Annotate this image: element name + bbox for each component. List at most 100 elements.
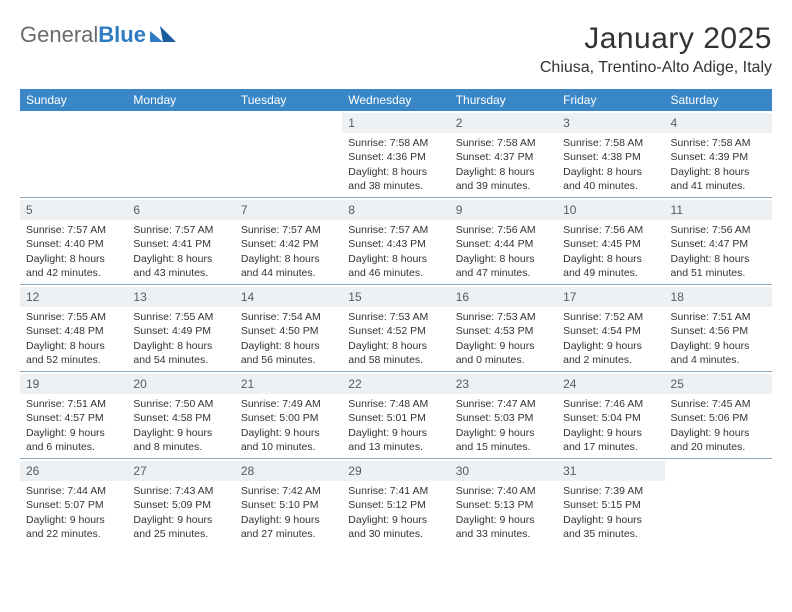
day-cell: 16Sunrise: 7:53 AMSunset: 4:53 PMDayligh… [450,285,557,371]
day-number: 4 [665,113,772,133]
daylight-text: Daylight: 8 hours and 41 minutes. [671,165,766,193]
day-number: 24 [557,374,664,394]
sunrise-text: Sunrise: 7:58 AM [563,136,658,150]
sunset-text: Sunset: 4:52 PM [348,324,443,338]
sunrise-text: Sunrise: 7:56 AM [671,223,766,237]
sunrise-text: Sunrise: 7:52 AM [563,310,658,324]
sunrise-text: Sunrise: 7:39 AM [563,484,658,498]
day-number: 2 [450,113,557,133]
sunrise-text: Sunrise: 7:53 AM [348,310,443,324]
day-number: 12 [20,287,127,307]
dow-thursday: Thursday [450,89,557,111]
day-number: 28 [235,461,342,481]
sunset-text: Sunset: 4:50 PM [241,324,336,338]
sunrise-text: Sunrise: 7:48 AM [348,397,443,411]
daylight-text: Daylight: 8 hours and 43 minutes. [133,252,228,280]
sunrise-text: Sunrise: 7:56 AM [456,223,551,237]
sunset-text: Sunset: 4:48 PM [26,324,121,338]
day-cell: 6Sunrise: 7:57 AMSunset: 4:41 PMDaylight… [127,198,234,284]
sunrise-text: Sunrise: 7:49 AM [241,397,336,411]
sunrise-text: Sunrise: 7:51 AM [26,397,121,411]
sunset-text: Sunset: 5:15 PM [563,498,658,512]
day-number: 31 [557,461,664,481]
day-number: 21 [235,374,342,394]
day-cell: 24Sunrise: 7:46 AMSunset: 5:04 PMDayligh… [557,372,664,458]
daylight-text: Daylight: 8 hours and 58 minutes. [348,339,443,367]
daylight-text: Daylight: 8 hours and 42 minutes. [26,252,121,280]
daylight-text: Daylight: 9 hours and 4 minutes. [671,339,766,367]
day-number: 15 [342,287,449,307]
location-text: Chiusa, Trentino-Alto Adige, Italy [540,59,772,77]
sunset-text: Sunset: 5:01 PM [348,411,443,425]
daylight-text: Daylight: 9 hours and 0 minutes. [456,339,551,367]
dow-sunday: Sunday [20,89,127,111]
sunset-text: Sunset: 4:38 PM [563,150,658,164]
day-cell [20,111,127,197]
day-cell [127,111,234,197]
calendar-week: 1Sunrise: 7:58 AMSunset: 4:36 PMDaylight… [20,111,772,198]
daylight-text: Daylight: 8 hours and 51 minutes. [671,252,766,280]
day-cell: 2Sunrise: 7:58 AMSunset: 4:37 PMDaylight… [450,111,557,197]
sunrise-text: Sunrise: 7:43 AM [133,484,228,498]
sunrise-text: Sunrise: 7:44 AM [26,484,121,498]
calendar-week: 5Sunrise: 7:57 AMSunset: 4:40 PMDaylight… [20,198,772,285]
sunrise-text: Sunrise: 7:45 AM [671,397,766,411]
sunset-text: Sunset: 4:37 PM [456,150,551,164]
calendar-week: 19 Sunrise: 7:51 AMSunset: 4:57 PM Dayligh… [20,372,772,459]
daylight-text: Daylight: 8 hours and 39 minutes. [456,165,551,193]
sunrise-text: Sunrise: 7:57 AM [26,223,121,237]
sunrise-text: Sunrise: 7:50 AM [133,397,228,411]
sunrise-text: Sunrise: 7:56 AM [563,223,658,237]
sunset-text: Sunset: 4:44 PM [456,237,551,251]
day-number: 27 [127,461,234,481]
dow-tuesday: Tuesday [235,89,342,111]
day-number: 7 [235,200,342,220]
daylight-text: Daylight: 8 hours and 38 minutes. [348,165,443,193]
day-number: 5 [20,200,127,220]
sunrise-text: Sunrise: 7:55 AM [26,310,121,324]
daylight-text: Daylight: 8 hours and 54 minutes. [133,339,228,367]
sunrise-text: Sunrise: 7:58 AM [348,136,443,150]
day-cell: 13Sunrise: 7:55 AMSunset: 4:49 PMDayligh… [127,285,234,371]
daylight-text: Daylight: 9 hours and 20 minutes. [671,426,766,454]
dow-saturday: Saturday [665,89,772,111]
sunrise-text: Sunrise: 7:42 AM [241,484,336,498]
calendar: Sunday Monday Tuesday Wednesday Thursday… [20,89,772,545]
sunrise-text: Sunrise: 7:54 AM [241,310,336,324]
sunset-text: Sunset: 5:07 PM [26,498,121,512]
brand-mark-icon [150,22,176,48]
sunset-text: Sunset: 4:40 PM [26,237,121,251]
sunset-text: Sunset: 4:56 PM [671,324,766,338]
day-number: 16 [450,287,557,307]
sunset-text: Sunset: 5:12 PM [348,498,443,512]
day-number: 19 [20,374,127,394]
day-cell: 21Sunrise: 7:49 AMSunset: 5:00 PMDayligh… [235,372,342,458]
daylight-text: Daylight: 8 hours and 47 minutes. [456,252,551,280]
daylight-text: Daylight: 9 hours and 33 minutes. [456,513,551,541]
day-cell: 3Sunrise: 7:58 AMSunset: 4:38 PMDaylight… [557,111,664,197]
brand-text-2: Blue [98,22,146,48]
day-number: 10 [557,200,664,220]
day-cell: 28Sunrise: 7:42 AMSunset: 5:10 PMDayligh… [235,459,342,545]
day-of-week-header: Sunday Monday Tuesday Wednesday Thursday… [20,89,772,111]
day-cell: 25Sunrise: 7:45 AMSunset: 5:06 PMDayligh… [665,372,772,458]
day-cell: 19Sunrise: 7:51 AMSunset: 4:57 PMDayligh… [20,372,127,458]
day-cell: 23Sunrise: 7:47 AMSunset: 5:03 PMDayligh… [450,372,557,458]
daylight-text: Daylight: 8 hours and 40 minutes. [563,165,658,193]
dow-wednesday: Wednesday [342,89,449,111]
daylight-text: Daylight: 9 hours and 13 minutes. [348,426,443,454]
sunset-text: Sunset: 5:00 PM [241,411,336,425]
sunrise-text: Sunrise: 7:53 AM [456,310,551,324]
brand-logo: GeneralBlue [20,22,176,48]
day-cell: 7Sunrise: 7:57 AMSunset: 4:42 PMDaylight… [235,198,342,284]
sunrise-text: Sunrise: 7:57 AM [241,223,336,237]
daylight-text: Daylight: 8 hours and 46 minutes. [348,252,443,280]
day-number: 22 [342,374,449,394]
sunset-text: Sunset: 4:57 PM [26,411,121,425]
day-cell: 9Sunrise: 7:56 AMSunset: 4:44 PMDaylight… [450,198,557,284]
daylight-text: Daylight: 9 hours and 30 minutes. [348,513,443,541]
day-cell: 22 Sunrise: 7:48 AMSunset: 5:01 PMDayligh… [342,372,449,458]
day-cell: 30Sunrise: 7:40 AMSunset: 5:13 PMDayligh… [450,459,557,545]
sunrise-text: Sunrise: 7:46 AM [563,397,658,411]
title-block: January 2025 Chiusa, Trentino-Alto Adige… [540,22,772,77]
